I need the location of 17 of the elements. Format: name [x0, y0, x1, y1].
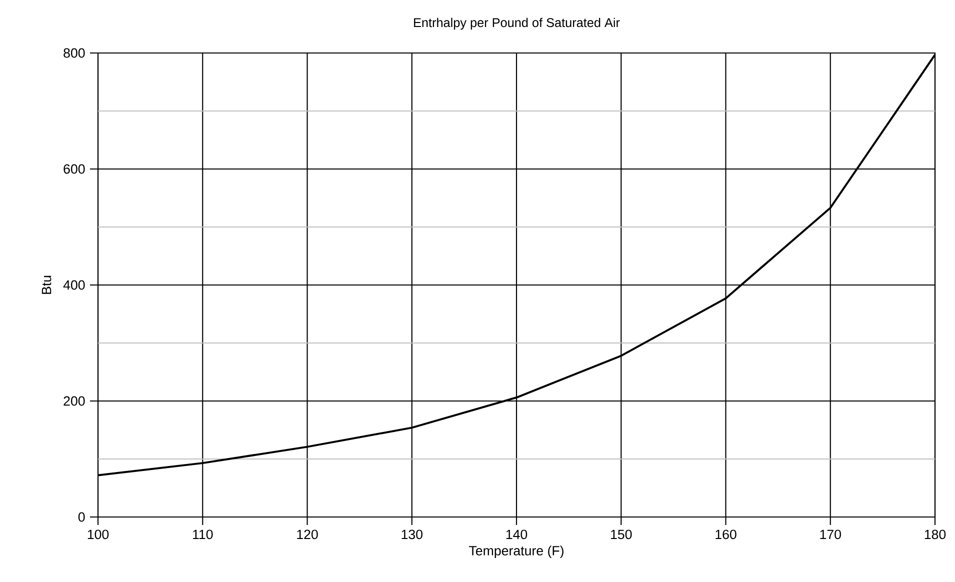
y-tick-label: 600 — [64, 164, 85, 174]
y-axis-title: Btu — [42, 276, 52, 294]
chart-title: Entrhalpy per Pound of Saturated Air — [414, 18, 620, 30]
x-tick-label: 150 — [611, 530, 632, 540]
x-tick-label: 140 — [506, 530, 528, 540]
x-tick-label: 110 — [193, 530, 213, 540]
x-axis-title: Temperature (F) — [469, 546, 564, 558]
x-tick-label: 180 — [924, 530, 946, 540]
y-tick-label: 400 — [63, 280, 85, 290]
y-tick-label: 0 — [78, 512, 85, 522]
x-tick-label: 160 — [716, 530, 736, 540]
x-tick-label: 130 — [402, 530, 422, 540]
x-tick-label: 100 — [88, 530, 109, 540]
x-tick-label: 120 — [297, 530, 318, 540]
y-tick-label: 200 — [64, 396, 85, 406]
y-tick-label: 800 — [64, 48, 85, 58]
x-tick-label: 170 — [820, 530, 841, 540]
